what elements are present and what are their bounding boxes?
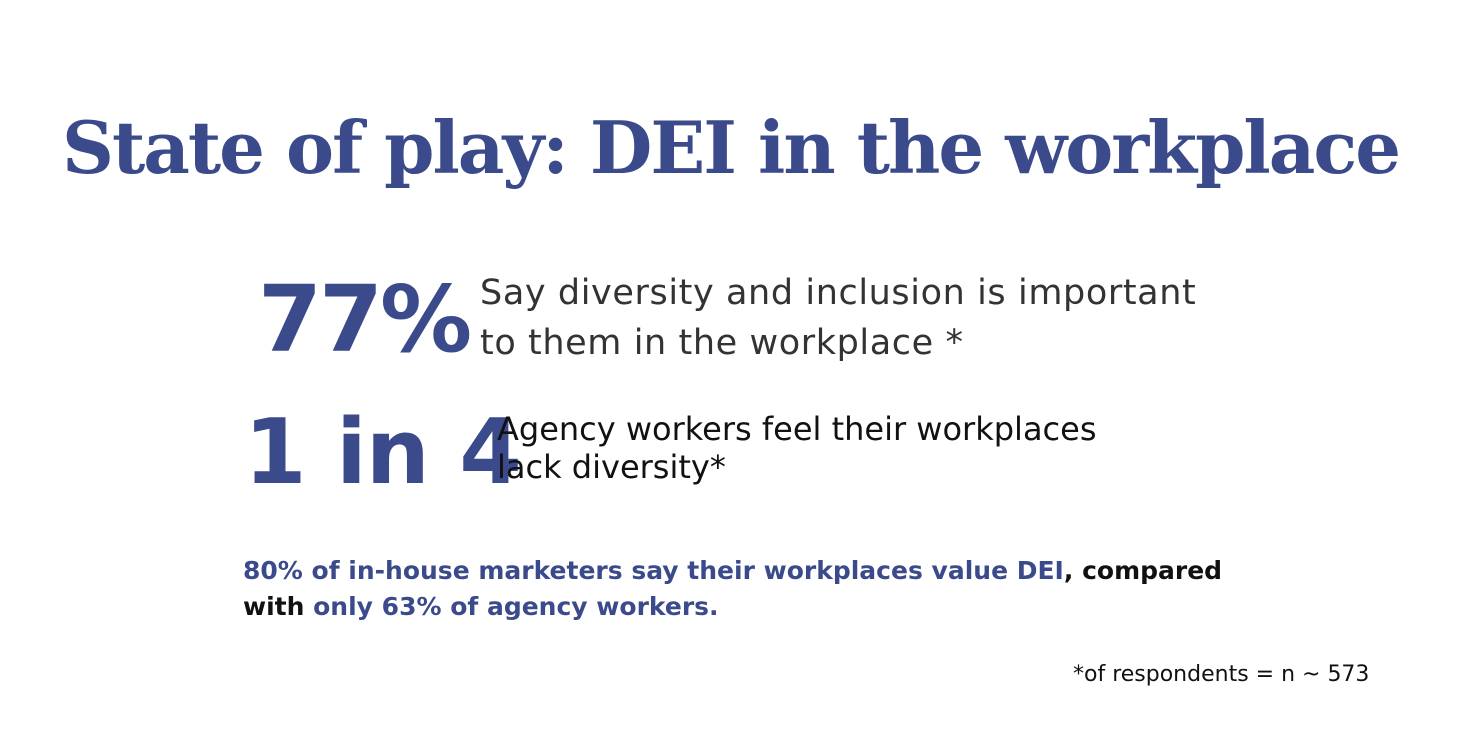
page-title: State of play: DEI in the workplace [62,105,1401,190]
stat-figure-77-percent: 77% [258,266,472,373]
stat-description-2: Agency workers feel their workplaces lac… [497,410,1097,486]
summary-compared: , compared [1063,556,1223,585]
summary-highlight-inhouse: 80% of in-house marketers say their work… [243,556,1064,585]
stat-figure-1-in-4: 1 in 4 [244,400,522,505]
stat-description-2-line-1: Agency workers feel their workplaces [497,410,1097,448]
stat-description-1: Say diversity and inclusion is important… [480,268,1196,368]
summary-text: 80% of in-house marketers say their work… [243,553,1222,625]
summary-highlight-agency: only 63% of agency workers. [313,592,719,621]
stat-description-1-line-1: Say diversity and inclusion is important [480,273,1197,313]
stat-description-2-line-2: lack diversity* [497,448,726,486]
footnote: *of respondents = n ~ 573 [1073,662,1370,687]
stat-description-1-line-2: to them in the workplace * [480,323,964,363]
summary-line-2: with only 63% of agency workers. [243,589,1222,625]
summary-line-1: 80% of in-house marketers say their work… [243,553,1222,589]
summary-with: with [243,592,314,621]
